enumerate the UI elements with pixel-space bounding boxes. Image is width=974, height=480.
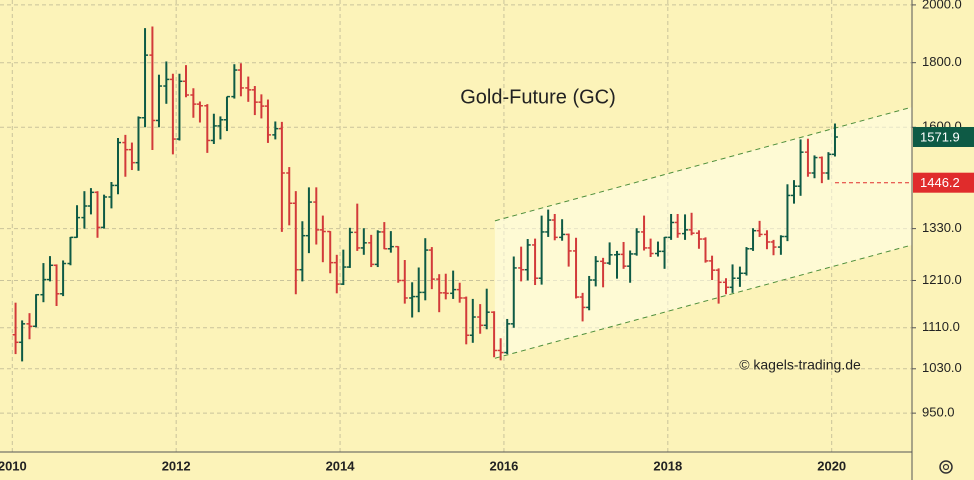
price-label-box [913, 126, 974, 147]
chart-title: Gold-Future (GC) [460, 86, 616, 108]
y-tick-label: 1030.0 [922, 360, 962, 375]
y-tick-label: 2000.0 [922, 0, 962, 11]
x-tick-label: 2012 [162, 458, 191, 473]
gear[interactable] [939, 460, 953, 474]
channel-line [494, 244, 913, 359]
y-tick-label: 1110.0 [922, 319, 960, 334]
x-tick-label: 2010 [0, 458, 27, 473]
channel-line [494, 106, 913, 222]
x-tick-label: 2018 [653, 458, 682, 473]
y-tick-label: 1210.0 [922, 272, 962, 287]
price-label-box [913, 172, 974, 193]
y-tick-label: 1330.0 [922, 220, 962, 235]
price-label: 1446.2 [920, 175, 960, 190]
y-tick-label: 1800.0 [922, 54, 962, 69]
y-tick-label: 950.0 [922, 405, 955, 420]
settings-icon[interactable] [939, 460, 953, 474]
gear-hub[interactable] [942, 463, 950, 471]
bars [12, 26, 838, 362]
price-label: 1571.9 [920, 129, 960, 144]
watermark: © kagels-trading.de [739, 357, 861, 373]
x-tick-label: 2020 [817, 458, 846, 473]
x-tick-label: 2014 [326, 458, 356, 473]
x-tick-label: 2016 [489, 458, 518, 473]
